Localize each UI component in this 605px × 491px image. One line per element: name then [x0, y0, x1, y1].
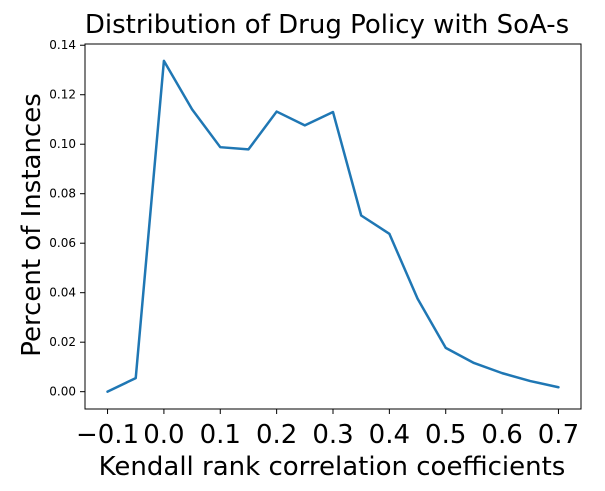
y-tick-label: 0.00	[49, 385, 76, 399]
x-tick-label: 0.2	[256, 420, 297, 450]
series-line-0	[106, 59, 560, 393]
x-tick-label: 0.4	[369, 420, 410, 450]
y-tick-label: 0.04	[49, 286, 76, 300]
x-tick-label: 0.5	[425, 420, 466, 450]
x-tick-label: −0.1	[76, 420, 139, 450]
y-tick-label: 0.02	[49, 335, 76, 349]
x-tick-label: 0.7	[538, 420, 579, 450]
y-axis: 0.00 0.02 0.04 0.06 0.08 0.10 0.12 0.14	[49, 38, 85, 399]
x-tick-label: 0.6	[481, 420, 522, 450]
y-axis-label: Percent of Instances	[17, 93, 47, 357]
x-tick-label: 0.1	[200, 420, 241, 450]
plot-area	[84, 43, 582, 410]
x-axis-label: Kendall rank correlation coefficients	[99, 452, 566, 482]
y-tick-label: 0.10	[49, 137, 76, 151]
y-tick-label: 0.06	[49, 236, 76, 250]
y-tick-label: 0.08	[49, 187, 76, 201]
chart-title: Distribution of Drug Policy with SoA-s	[85, 10, 569, 40]
x-tick-label: 0.3	[312, 420, 353, 450]
x-axis: −0.1 0.0 0.1 0.2 0.3 0.4 0.5 0.6 0.7	[76, 409, 579, 450]
y-tick-label: 0.14	[49, 38, 76, 52]
y-tick-label: 0.12	[49, 88, 76, 102]
x-tick-label: 0.0	[143, 420, 184, 450]
